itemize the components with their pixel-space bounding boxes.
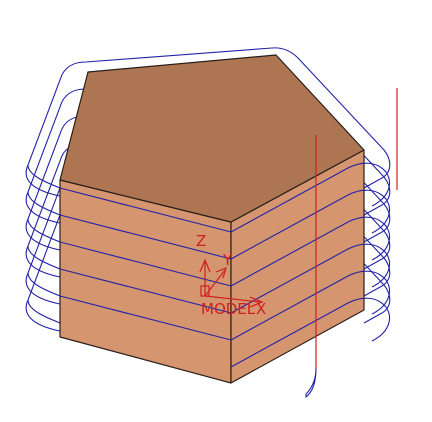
toolpath-front [59, 162, 390, 368]
toolpath-pass-left [59, 268, 232, 314]
triad-z-label: Z [196, 232, 206, 250]
toolpath-wrap-left [25, 218, 61, 251]
toolpath-wrap-left [25, 272, 61, 305]
toolpath-loop-back [27, 47, 391, 189]
triad-y-label: Y [222, 251, 233, 269]
toolpath-pass-left [59, 214, 232, 260]
toolpath-wrap-left [25, 164, 61, 197]
toolpath-pass-left [59, 295, 232, 341]
toolpath-leadout [305, 367, 317, 399]
triad-csys-label: MODEL [201, 300, 256, 318]
toolpath-pass-left [59, 187, 232, 233]
triad-x-label: X [256, 300, 266, 318]
toolpath-wrap-left [25, 299, 61, 332]
workpiece-top-face [59, 54, 365, 223]
toolpath-pass-left [59, 241, 232, 287]
coordinate-triad [199, 258, 264, 308]
toolpath-wrap-left [25, 245, 61, 278]
workpiece[interactable] [59, 54, 365, 384]
toolpath-pass-right [230, 297, 390, 368]
tool-axis [315, 88, 398, 368]
toolpath-wrap-left [25, 191, 61, 224]
